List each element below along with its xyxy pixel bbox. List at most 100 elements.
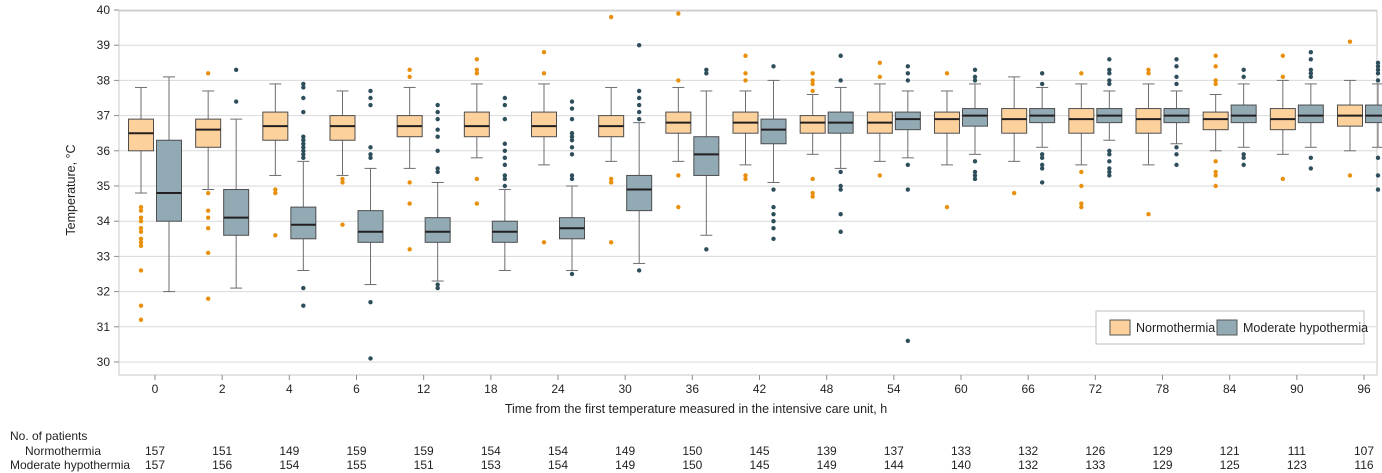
patients-count: 133	[1085, 458, 1106, 472]
box-iqr	[934, 111, 960, 134]
outlier-point	[1146, 71, 1151, 76]
box-moderate-hypothermia	[894, 64, 921, 344]
outlier-point	[1107, 71, 1112, 76]
outlier-point	[1241, 74, 1246, 80]
outlier-point	[771, 204, 776, 210]
patients-count: 154	[547, 444, 569, 458]
outlier-point	[368, 152, 373, 157]
outlier-point	[273, 187, 278, 192]
outlier-point	[838, 78, 843, 83]
outlier-point	[1107, 169, 1112, 175]
box-normothermia	[128, 86, 154, 322]
y-tick-label: 31	[97, 320, 111, 334]
y-tick-label: 33	[97, 249, 111, 263]
box-moderate-hypothermia	[290, 81, 317, 308]
outlier-point	[138, 208, 144, 213]
outlier-point	[502, 116, 508, 122]
patients-count: 149	[816, 458, 837, 472]
outlier-point	[301, 148, 306, 153]
outlier-point	[474, 176, 480, 182]
box-moderate-hypothermia	[1096, 57, 1123, 178]
outlier-point	[771, 226, 776, 231]
x-tick-label: 36	[686, 382, 700, 396]
box-iqr	[626, 174, 653, 212]
patients-count: 156	[212, 458, 233, 472]
outlier-point	[541, 50, 547, 55]
legend-label-normothermia: Normothermia	[1136, 321, 1215, 335]
patients-count: 139	[816, 444, 837, 458]
outlier-point	[340, 180, 345, 185]
box-iqr	[329, 115, 356, 141]
box-iqr	[799, 115, 826, 134]
box-normothermia	[866, 60, 893, 178]
x-tick-label: 66	[1021, 382, 1035, 396]
outlier-point	[569, 116, 575, 122]
outlier-point	[608, 176, 614, 182]
outlier-point	[205, 250, 211, 256]
box-moderate-hypothermia	[357, 88, 384, 361]
outlier-point	[435, 169, 440, 175]
outlier-point	[1174, 162, 1179, 168]
outlier-point	[608, 14, 614, 20]
outlier-point	[810, 71, 815, 76]
patients-count: 129	[1152, 458, 1173, 472]
outlier-point	[905, 338, 911, 344]
outlier-point	[301, 145, 306, 150]
outlier-point	[340, 176, 345, 182]
patients-count: 137	[883, 444, 904, 458]
grid-lines	[114, 9, 1378, 380]
box-normothermia	[598, 14, 625, 245]
outlier-point	[569, 152, 575, 157]
outlier-point	[771, 64, 776, 69]
outlier-point	[368, 299, 373, 305]
outlier-point	[704, 67, 709, 73]
outlier-point	[1107, 81, 1112, 87]
x-tick-label: 6	[353, 382, 360, 396]
patients-count: 126	[1085, 444, 1106, 458]
outlier-point	[1107, 67, 1112, 73]
outlier-point	[1039, 81, 1045, 87]
box-moderate-hypothermia	[491, 95, 518, 271]
outlier-point	[1308, 166, 1314, 171]
box-moderate-hypothermia	[962, 67, 988, 182]
patients-count: 149	[279, 444, 300, 458]
outlier-point	[636, 88, 642, 94]
box-iqr	[760, 118, 787, 145]
box-moderate-hypothermia	[760, 64, 787, 241]
outlier-point	[569, 271, 575, 277]
patients-count: 154	[480, 444, 501, 458]
outlier-point	[138, 317, 144, 322]
patients-count: 140	[950, 458, 972, 472]
patients-count: 157	[144, 458, 166, 472]
outlier-point	[1213, 183, 1218, 189]
patients-count: 157	[144, 444, 166, 458]
x-tick-label: 4	[286, 382, 293, 396]
outlier-point	[743, 53, 748, 58]
box-iqr	[531, 111, 557, 138]
outlier-point	[435, 134, 440, 139]
x-tick-label: 12	[417, 382, 431, 396]
patients-count: 153	[480, 458, 501, 472]
legend-label-moderate-hypothermia: Moderate hypothermia	[1243, 321, 1368, 335]
x-tick-label: 24	[551, 382, 565, 396]
outlier-point	[273, 233, 278, 238]
outlier-point	[435, 166, 440, 171]
outlier-point	[1107, 57, 1112, 62]
box-iqr	[290, 206, 317, 240]
outlier-point	[138, 240, 144, 245]
box-iqr	[1202, 111, 1229, 131]
outlier-point	[205, 190, 211, 196]
outlier-point	[138, 215, 144, 220]
box-iqr	[1068, 108, 1095, 134]
box-moderate-hypothermia	[1365, 60, 1382, 192]
box-normothermia	[329, 90, 356, 227]
outlier-point	[972, 159, 978, 164]
box-moderate-hypothermia	[559, 99, 585, 277]
box-iqr	[894, 111, 921, 131]
outlier-point	[1241, 67, 1246, 73]
outlier-point	[1375, 67, 1381, 73]
outlier-point	[1347, 39, 1353, 44]
box-moderate-hypothermia	[626, 43, 653, 273]
x-tick-label: 84	[1223, 382, 1237, 396]
outlier-point	[838, 211, 843, 217]
